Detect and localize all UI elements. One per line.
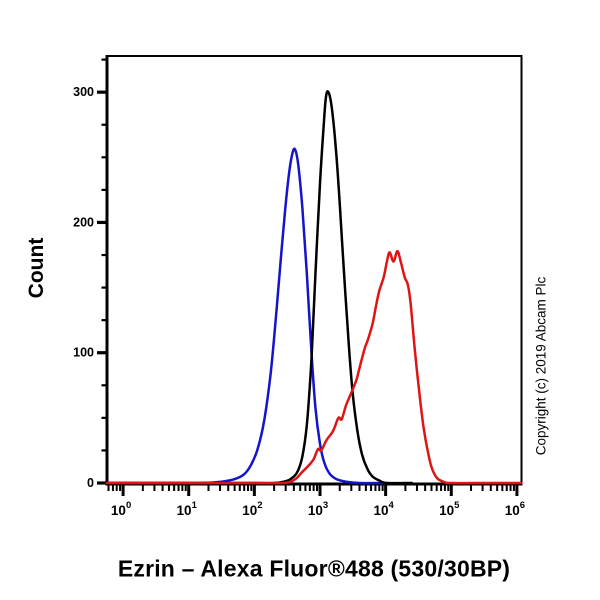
red-curve — [105, 249, 523, 485]
black-curve — [105, 90, 414, 485]
y-tick-label: 300 — [73, 85, 94, 99]
x-tick-label: 106 — [505, 500, 525, 518]
y-tick-label: 200 — [73, 215, 94, 229]
blue-curve — [105, 147, 387, 485]
x-tick-label: 103 — [308, 500, 328, 518]
y-tick-label: 100 — [73, 346, 94, 360]
x-tick-label: 100 — [111, 500, 131, 518]
y-tick-label: 0 — [87, 476, 94, 490]
x-tick-label: 101 — [177, 500, 198, 518]
y-axis-title: Count — [25, 237, 48, 299]
copyright-text: Copyright (c) 2019 Abcam Plc — [533, 276, 549, 456]
x-tick-label: 102 — [242, 500, 262, 518]
x-tick-label: 105 — [439, 500, 460, 518]
x-tick-label: 104 — [373, 500, 394, 518]
chart-title: Ezrin – Alexa Fluor®488 (530/30BP) — [117, 555, 511, 582]
